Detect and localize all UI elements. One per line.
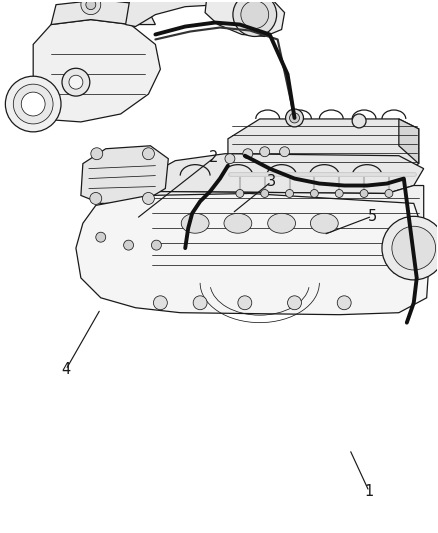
Circle shape — [382, 216, 438, 280]
Circle shape — [286, 190, 293, 197]
Ellipse shape — [268, 213, 296, 233]
Circle shape — [286, 109, 304, 127]
Circle shape — [360, 190, 368, 197]
Polygon shape — [394, 219, 431, 273]
Polygon shape — [148, 223, 164, 245]
Circle shape — [288, 296, 301, 310]
Circle shape — [193, 296, 207, 310]
Text: 3: 3 — [267, 174, 276, 189]
Circle shape — [124, 240, 134, 250]
Circle shape — [96, 232, 106, 242]
Polygon shape — [81, 146, 168, 204]
Circle shape — [311, 190, 318, 197]
Polygon shape — [228, 166, 250, 204]
Circle shape — [69, 75, 83, 89]
Circle shape — [261, 190, 268, 197]
Polygon shape — [148, 154, 424, 193]
Circle shape — [225, 154, 235, 164]
Circle shape — [337, 296, 351, 310]
Circle shape — [238, 296, 252, 310]
Ellipse shape — [311, 213, 338, 233]
Text: 1: 1 — [364, 484, 374, 499]
Circle shape — [81, 0, 101, 14]
Polygon shape — [120, 223, 137, 245]
Circle shape — [5, 76, 61, 132]
Circle shape — [243, 149, 253, 159]
Circle shape — [152, 240, 161, 250]
Polygon shape — [51, 0, 155, 25]
Circle shape — [142, 148, 155, 160]
Circle shape — [90, 192, 102, 204]
Polygon shape — [126, 0, 245, 27]
Circle shape — [352, 114, 366, 128]
Polygon shape — [33, 20, 160, 122]
Circle shape — [153, 296, 167, 310]
Circle shape — [335, 190, 343, 197]
Circle shape — [91, 148, 103, 160]
Circle shape — [142, 192, 155, 204]
Circle shape — [413, 225, 429, 241]
Circle shape — [233, 0, 277, 36]
Circle shape — [385, 190, 393, 197]
Circle shape — [290, 113, 300, 123]
Circle shape — [413, 247, 429, 263]
Polygon shape — [93, 215, 109, 237]
Circle shape — [279, 147, 290, 157]
Circle shape — [260, 147, 270, 157]
Circle shape — [86, 0, 96, 10]
Ellipse shape — [181, 213, 209, 233]
Text: 2: 2 — [209, 150, 219, 165]
Circle shape — [241, 1, 268, 29]
Polygon shape — [148, 185, 424, 275]
Circle shape — [236, 190, 244, 197]
Ellipse shape — [224, 213, 252, 233]
Polygon shape — [399, 119, 419, 164]
Circle shape — [392, 226, 436, 270]
Circle shape — [13, 84, 53, 124]
Text: 4: 4 — [61, 362, 71, 377]
Polygon shape — [205, 0, 285, 36]
Polygon shape — [228, 119, 419, 179]
Circle shape — [21, 92, 45, 116]
Circle shape — [62, 68, 90, 96]
Polygon shape — [76, 193, 429, 314]
Text: 5: 5 — [367, 209, 377, 224]
